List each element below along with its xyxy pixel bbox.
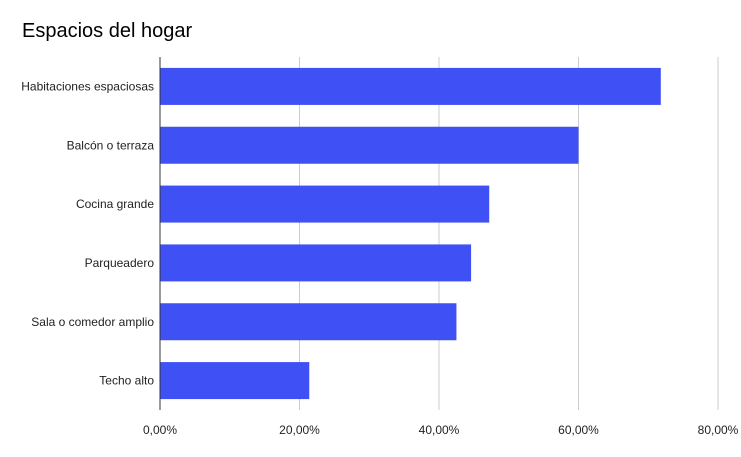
bar [160, 303, 457, 341]
x-tick-label: 0,00% [143, 423, 177, 437]
x-tick-label: 60,00% [558, 423, 599, 437]
bar [160, 362, 310, 400]
x-tick-label: 80,00% [698, 423, 739, 437]
x-tick-label: 20,00% [279, 423, 320, 437]
category-label: Parqueadero [85, 256, 155, 270]
category-label: Cocina grande [76, 197, 154, 211]
category-label: Habitaciones espaciosas [21, 79, 154, 93]
category-label: Balcón o terraza [67, 138, 155, 152]
chart-title: Espacios del hogar [22, 20, 192, 42]
x-tick-label: 40,00% [419, 423, 460, 437]
x-axis-tick-labels: 0,00% 20,00% 40,00% 60,00% 80,00% [143, 423, 739, 437]
gridlines [299, 57, 719, 410]
bar [160, 126, 579, 164]
category-labels: Habitaciones espaciosas Balcón o terraza C… [21, 79, 154, 387]
bar [160, 244, 472, 282]
bar [160, 185, 490, 223]
category-label: Sala o comedor amplio [31, 315, 154, 329]
bars [160, 67, 661, 400]
bar [160, 67, 661, 105]
category-label: Techo alto [99, 374, 154, 388]
